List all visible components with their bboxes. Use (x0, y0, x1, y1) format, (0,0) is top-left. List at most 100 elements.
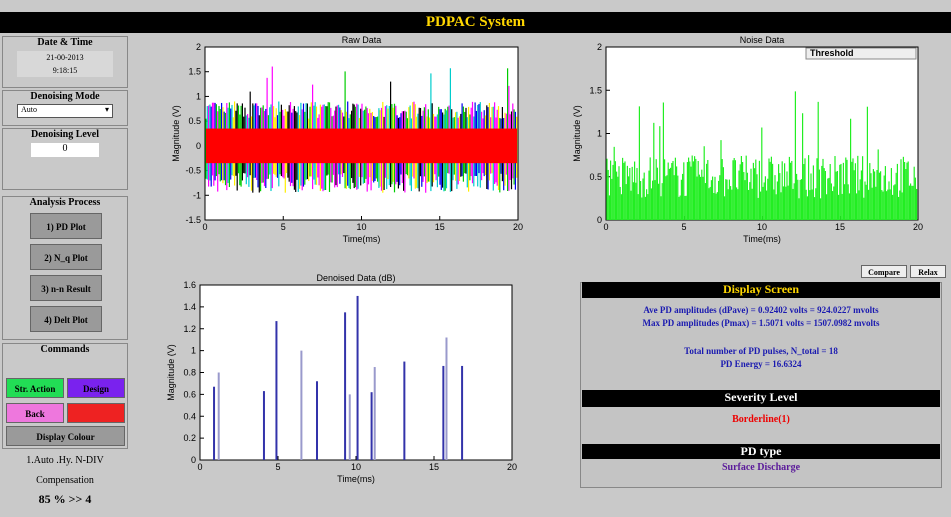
x-label: Time(ms) (743, 234, 781, 244)
x-tick-label: 20 (913, 222, 923, 232)
command-button[interactable]: Str. Action (6, 378, 64, 398)
y-label: Magnitude (V) (166, 344, 176, 401)
y-tick-label: 0.6 (183, 389, 196, 399)
y-tick-label: 0.8 (183, 368, 196, 378)
y-tick-label: 0.5 (589, 172, 602, 182)
mode-value: Auto (21, 105, 37, 114)
y-tick-label: 0 (191, 455, 196, 465)
bar (442, 365, 445, 460)
bar (445, 337, 448, 460)
x-tick-label: 5 (681, 222, 686, 232)
compensation-title: Compensation (36, 475, 94, 486)
y-tick-label: 2 (597, 42, 602, 52)
x-tick-label: 15 (429, 462, 439, 472)
y-tick-label: 0 (196, 141, 201, 151)
x-tick-label: 20 (513, 222, 523, 232)
x-tick-label: 15 (435, 222, 445, 232)
compensation-value: 85 % >> 4 (38, 492, 92, 506)
analysis-button[interactable]: 4) Delt Plot (30, 306, 102, 332)
top-button[interactable]: Relax (910, 265, 946, 278)
signal-texture (606, 91, 918, 220)
bar (370, 392, 373, 460)
analysis-button[interactable]: 3) n-n Result (30, 275, 102, 301)
panel-title: Date & Time (37, 37, 93, 48)
pdtype-value: Surface Discharge (721, 462, 801, 473)
display-line: Total number of PD pulses, N_total = 18 (684, 346, 838, 356)
plot-title: Noise Data (740, 35, 785, 45)
plot-area (199, 284, 513, 461)
raw-core (206, 128, 517, 164)
x-tick-label: 10 (356, 222, 366, 232)
x-tick-label: 5 (281, 222, 286, 232)
y-tick-label: 1 (191, 346, 196, 356)
analysis-button[interactable]: 1) PD Plot (30, 213, 102, 239)
y-tick-label: 1.5 (188, 67, 201, 77)
mode-dropdown[interactable]: Auto ▾ (17, 104, 113, 118)
display-header: Display Screen (582, 282, 940, 298)
status-text: 1.Auto .Hy. N-DIV (26, 455, 104, 466)
y-label: Magnitude (V) (171, 105, 181, 162)
x-label: Time(ms) (343, 234, 381, 244)
y-tick-label: 1.5 (589, 85, 602, 95)
date-box: 21-00-2013 9:18:15 (17, 51, 113, 77)
x-tick-label: 10 (757, 222, 767, 232)
title-bar: PDPAC System (0, 12, 951, 33)
bar (262, 391, 265, 460)
command-button[interactable]: Back (6, 403, 64, 423)
plot-title: Denoised Data (dB) (316, 273, 395, 283)
bar (300, 350, 303, 460)
plot-title: Raw Data (342, 35, 382, 45)
pdtype-header: PD type (582, 444, 940, 459)
panel-title: Denoising Level (30, 129, 100, 140)
bar (213, 386, 216, 460)
y-tick-label: -0.5 (185, 166, 201, 176)
time: 9:18:15 (52, 66, 78, 75)
display-lines: Ave PD amplitudes (dPave) = 0.92402 volt… (582, 302, 940, 372)
bar (348, 394, 351, 460)
level-panel: Denoising Level 0 (2, 128, 128, 190)
dropdown-arrow: ▾ (104, 105, 109, 114)
bar (217, 372, 220, 460)
y-tick-label: 1.6 (183, 280, 196, 290)
command-button[interactable] (67, 403, 125, 423)
bar (373, 367, 376, 460)
y-tick-label: 0.4 (183, 411, 196, 421)
y-tick-label: 1.4 (183, 302, 196, 312)
level-input[interactable]: 0 (31, 143, 99, 157)
panel-title: Denoising Mode (30, 91, 100, 102)
display-line: Ave PD amplitudes (dPave) = 0.92402 volt… (643, 305, 879, 315)
bar (344, 312, 347, 460)
y-tick-label: 1 (196, 91, 201, 101)
bar (356, 295, 359, 460)
analysis-panel: Analysis Process (2, 196, 128, 340)
y-tick-label: 1 (597, 129, 602, 139)
bar (275, 321, 278, 460)
y-tick-label: 1.2 (183, 324, 196, 334)
severity-header: Severity Level (582, 390, 940, 407)
y-tick-label: -1 (193, 190, 201, 200)
date: 21-00-2013 (46, 53, 84, 62)
legend-box (805, 47, 917, 60)
x-tick-label: 0 (603, 222, 608, 232)
y-label: Magnitude (V) (572, 105, 582, 162)
y-tick-label: 2 (196, 42, 201, 52)
date-panel: Date & Time 21-00-2013 9:18:15 (2, 36, 128, 88)
x-tick-label: 0 (202, 222, 207, 232)
y-tick-label: 0.2 (183, 433, 196, 443)
x-tick-label: 10 (351, 462, 361, 472)
x-tick-label: 0 (197, 462, 202, 472)
display-line: PD Energy = 16.6324 (720, 359, 802, 369)
commands-panel: Commands (2, 343, 128, 449)
top-button[interactable]: Compare (861, 265, 907, 278)
display-line: Max PD amplitudes (Pmax) = 1.5071 volts … (642, 318, 880, 328)
legend-label: Threshold (810, 48, 854, 58)
bar (403, 361, 406, 460)
panel-title: Analysis Process (29, 197, 101, 208)
bar (316, 381, 318, 460)
analysis-button[interactable]: 2) N_q Plot (30, 244, 102, 270)
command-button[interactable]: Display Colour (6, 426, 125, 446)
bar (461, 365, 464, 460)
command-button[interactable]: Design (67, 378, 125, 398)
